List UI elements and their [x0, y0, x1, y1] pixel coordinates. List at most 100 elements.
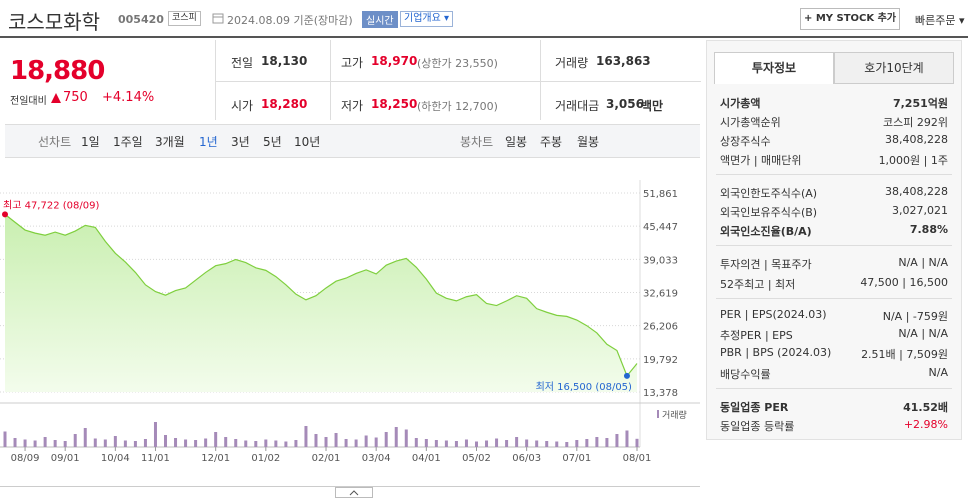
y-tick-label: 45,447	[643, 222, 678, 233]
info-value: 47,500 | 16,500	[860, 276, 948, 289]
current-price: 18,880	[10, 56, 105, 86]
tab[interactable]: 일봉	[505, 135, 528, 149]
volume-bar	[444, 440, 448, 447]
volume-bar	[73, 434, 77, 447]
info-label: 추정PER | EPS	[720, 329, 793, 342]
x-tick-label: 03/04	[362, 453, 391, 464]
high-annotation: 최고 47,722 (08/09)	[3, 199, 99, 211]
x-tick-label: 01/02	[251, 453, 280, 464]
info-label: PER | EPS(2024.03)	[720, 308, 827, 321]
volume-bar	[605, 438, 609, 447]
divider	[215, 81, 701, 82]
stat-value: 18,250	[371, 97, 418, 111]
info-value: 3,027,021	[892, 204, 948, 217]
info-value: 7,251억원	[892, 97, 948, 110]
overview-label: 기업개요	[404, 13, 441, 24]
volume-bar	[344, 439, 348, 447]
stock-code: 005420	[118, 13, 164, 26]
info-label: 액면가 | 매매단위	[720, 154, 802, 167]
info-row: 외국인한도주식수(A) 38,408,228	[720, 185, 948, 201]
tab[interactable]: 월봉	[577, 135, 600, 149]
side-tab[interactable]: 호가10단계	[834, 52, 954, 84]
info-label: 동일업종 PER	[720, 401, 789, 414]
x-tick-label: 08/09	[11, 453, 40, 464]
info-row: PER | EPS(2024.03) N/A | -759원	[720, 308, 948, 324]
stat-label: 시가	[231, 99, 254, 113]
change-label: 전일대비	[10, 96, 47, 107]
up-arrow	[51, 93, 61, 103]
collapse-button[interactable]	[335, 487, 373, 498]
mystock-button[interactable]: + MY STOCK 추가	[800, 8, 900, 30]
volume-bar	[505, 440, 509, 447]
info-label: 배당수익률	[720, 368, 771, 381]
info-row: 시가총액순위 코스피 292위	[720, 114, 948, 130]
side-tab-active[interactable]: 투자정보	[714, 52, 834, 84]
volume-bar	[625, 430, 629, 447]
volume-bar	[454, 441, 458, 447]
overview-dropdown[interactable]: 기업개요 ▾	[400, 11, 454, 27]
tab[interactable]: 10년	[294, 135, 321, 149]
volume-bar	[214, 432, 218, 447]
tab[interactable]: 5년	[263, 135, 282, 149]
change-percent: +4.14%	[102, 90, 155, 105]
low-marker	[623, 372, 630, 379]
y-tick-label: 32,619	[643, 289, 678, 300]
y-tick-label: 39,033	[643, 255, 678, 266]
quick-order-label: 빠른주문	[915, 14, 956, 27]
y-tick-label: 13,378	[643, 388, 678, 399]
volume-bar	[123, 440, 127, 447]
volume-bar	[153, 422, 157, 447]
section-rule	[716, 388, 952, 389]
volume-bar	[174, 438, 178, 447]
volume-bar	[83, 428, 87, 447]
volume-bar	[394, 427, 398, 447]
info-row: 액면가 | 매매단위 1,000원 | 1주	[720, 152, 948, 168]
stat-label: 거래량	[555, 56, 589, 70]
volume-bar	[495, 438, 499, 447]
chart-bottom-rule	[0, 486, 700, 487]
volume-bar	[424, 439, 428, 447]
info-value: N/A | N/A	[898, 327, 948, 340]
x-tick-label: 08/01	[623, 453, 652, 464]
volume-bar	[575, 440, 579, 447]
volume-bar	[204, 438, 208, 447]
tab[interactable]: 주봉	[540, 135, 563, 149]
info-label: 동일업종 등락률	[720, 420, 795, 433]
quick-order[interactable]: 빠른주문 ▾	[915, 14, 965, 27]
side-panel	[706, 40, 962, 440]
high-marker	[2, 211, 8, 218]
tab-bar	[5, 124, 700, 158]
info-row: 추정PER | EPS N/A | N/A	[720, 327, 948, 343]
info-row: 배당수익률 N/A	[720, 366, 948, 382]
volume-bar	[3, 431, 7, 447]
volume-bar	[53, 440, 57, 447]
volume-bar	[224, 437, 228, 447]
volume-bar	[374, 437, 378, 447]
info-label: 외국인보유주식수(B)	[720, 206, 818, 219]
volume-bar	[244, 440, 248, 447]
info-label: 외국인소진율(B/A)	[720, 225, 812, 238]
tab[interactable]: 1일	[81, 135, 100, 149]
tab-active[interactable]: 1년	[199, 135, 218, 149]
volume-bar	[404, 429, 408, 447]
tab[interactable]: 1주일	[113, 135, 143, 149]
volume-bar	[414, 438, 418, 447]
realtime-badge[interactable]: 실시간	[362, 11, 398, 28]
volume-bar	[515, 437, 519, 447]
x-tick-label: 10/04	[101, 453, 130, 464]
volume-bar	[294, 440, 298, 447]
volume-bar	[464, 439, 468, 447]
info-row: 동일업종 PER 41.52배	[720, 399, 948, 415]
calendar-icon	[212, 13, 224, 24]
volume-bar	[264, 439, 268, 447]
volume-bar	[274, 440, 278, 447]
info-label: 투자의견 | 목표주가	[720, 258, 812, 271]
tab[interactable]: 3개월	[155, 135, 185, 149]
volume-bar	[194, 440, 198, 447]
info-value: N/A	[928, 366, 948, 379]
stock-name: 코스모화학	[8, 10, 100, 34]
volume-bar	[103, 439, 107, 447]
info-value: 7.88%	[909, 223, 948, 236]
info-row: PBR | BPS (2024.03) 2.51배 | 7,509원	[720, 346, 948, 362]
tab[interactable]: 3년	[231, 135, 250, 149]
